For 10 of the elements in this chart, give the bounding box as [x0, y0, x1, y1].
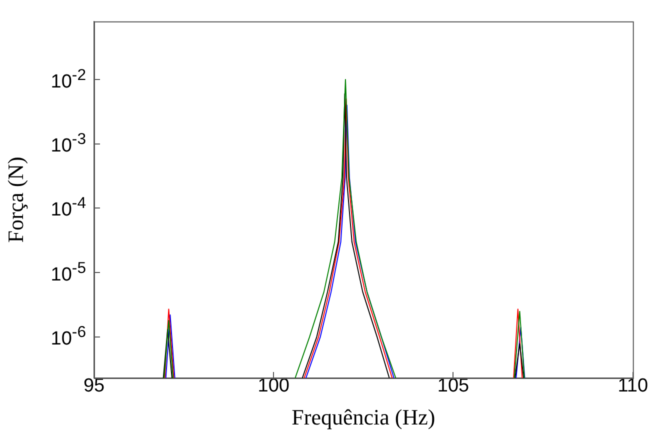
x-tick-label: 95 [83, 376, 105, 397]
y-tick-label: 10$^{-3}$ [50, 130, 86, 158]
y-tick-label: 10$^{-2}$ [50, 66, 86, 93]
y-axis-title: Força (N) [2, 156, 28, 243]
x-tick-label: 110 [618, 376, 648, 397]
y-tick-label: 10$^{-5}$ [50, 260, 86, 286]
y-tick-label: 10$^{-6}$ [50, 324, 86, 350]
y-tick-label: 10$^{-4}$ [50, 195, 86, 222]
x-axis-title: Frequência (Hz) [292, 404, 436, 430]
x-tick-label: 100 [258, 376, 290, 397]
